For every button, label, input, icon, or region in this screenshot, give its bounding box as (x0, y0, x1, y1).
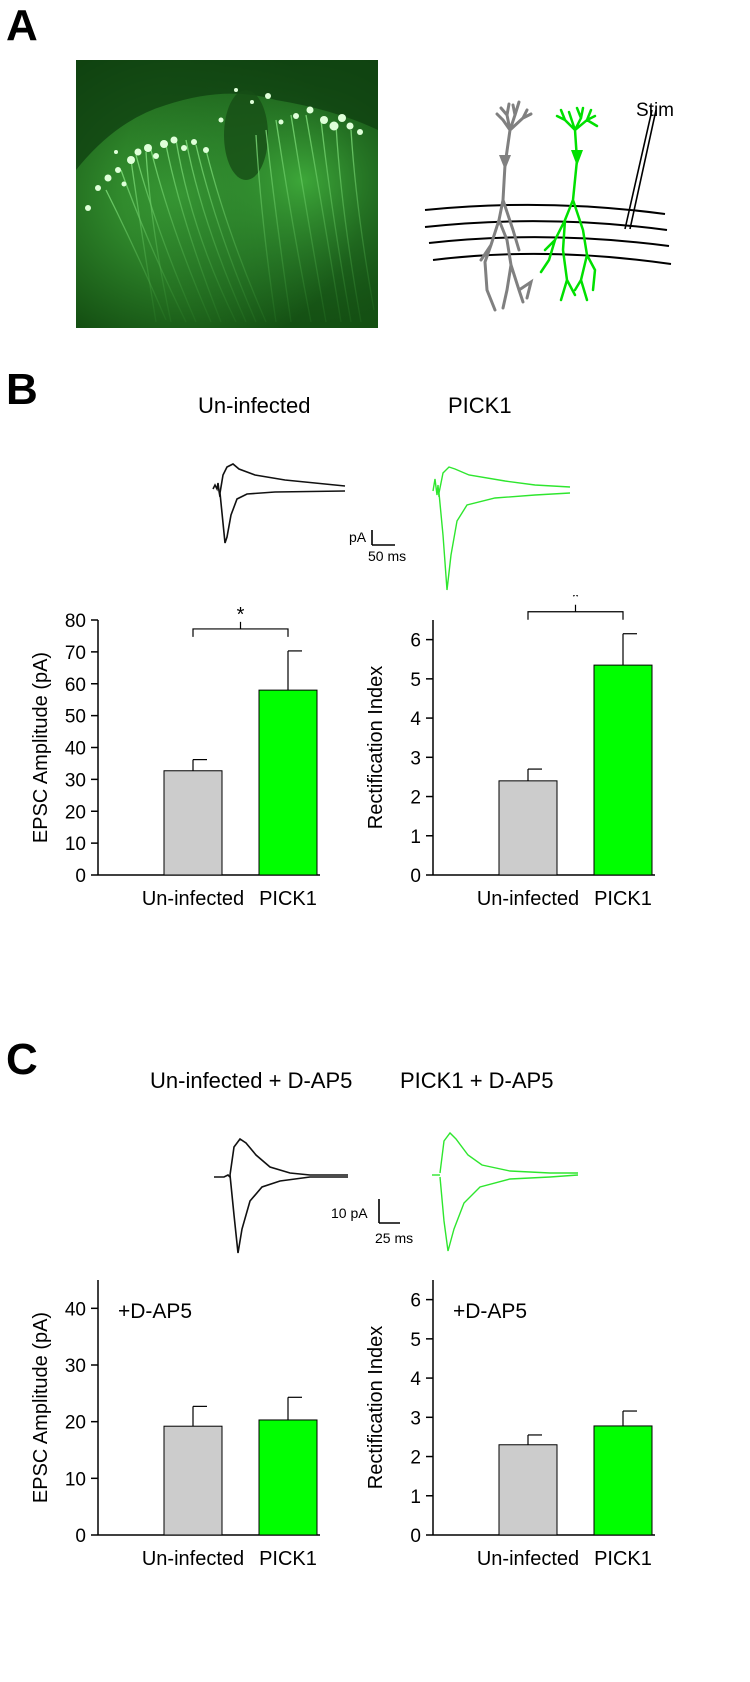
panel-a-letter: A (6, 1, 38, 50)
epsc-traces-c (214, 1131, 579, 1254)
fluorescence-micrograph (76, 60, 378, 328)
bar-chart-b-rectification: 0 1 2 3 4 5 6 Rectification Index Un-infected PIC… (365, 595, 655, 910)
y-tick-label: 0 (75, 1526, 86, 1547)
y-tick-label: 30 (65, 770, 86, 791)
x-category-label: PICK1 (259, 1548, 317, 1570)
panel-c-letter: C (6, 1035, 38, 1084)
y-tick-label: 1 (410, 1487, 421, 1508)
y-axis-label: Rectification Index (365, 1326, 387, 1489)
scale-bar-x-label-c: 25 ms (375, 1230, 414, 1246)
y-tick-label: 6 (410, 631, 421, 652)
x-category-label: Un-infected (477, 888, 579, 910)
bar-pick1 (258, 1419, 318, 1536)
y-axis-label: Rectification Index (365, 666, 387, 829)
y-tick-label: 5 (410, 1330, 421, 1351)
y-tick-label: 10 (65, 1469, 86, 1490)
x-category-label: PICK1 (594, 1548, 652, 1570)
uninfected-neuron-drawing (479, 100, 534, 312)
epsc-traces-b (212, 463, 571, 591)
condition-annotation: +D-AP5 (453, 1300, 527, 1323)
y-tick-label: 3 (410, 1408, 421, 1429)
y-tick-label: 20 (65, 802, 86, 823)
scale-bar-y-label-c: 10 pA (331, 1205, 368, 1221)
y-tick-label: 60 (65, 675, 86, 696)
x-category-label: Un-infected (142, 888, 244, 910)
y-tick-label: 40 (65, 739, 86, 760)
y-tick-label: 70 (65, 643, 86, 664)
bar-uninfected (163, 1425, 223, 1536)
x-category-label: Un-infected (477, 1548, 579, 1570)
y-tick-label: 20 (65, 1413, 86, 1434)
y-tick-label: 0 (410, 1526, 421, 1547)
bar-chart-c-rectification: 0 1 2 3 4 5 6 Rectification Index Un-infected PIC… (365, 1280, 655, 1570)
significance-star: * (237, 604, 245, 626)
y-tick-label: 3 (410, 748, 421, 769)
y-axis-label: EPSC Amplitude (pA) (30, 1312, 52, 1503)
significance-star: * (572, 595, 580, 609)
bar-uninfected (163, 770, 223, 876)
pick1-soma (571, 150, 583, 166)
y-tick-label: 0 (75, 866, 86, 887)
uninfected-soma (499, 155, 511, 170)
bar-pick1 (258, 689, 318, 876)
panel-b-letter: B (6, 365, 38, 414)
x-category-label: PICK1 (259, 888, 317, 910)
y-tick-label: 4 (410, 709, 421, 730)
y-tick-label: 80 (65, 611, 86, 632)
y-axis-label: EPSC Amplitude (pA) (30, 652, 52, 843)
recording-schematic: Stim (424, 100, 674, 312)
y-tick-label: 30 (65, 1356, 86, 1377)
condition-annotation: +D-AP5 (118, 1300, 192, 1323)
y-tick-label: 6 (410, 1291, 421, 1312)
bar-chart-c-epsc: 0 10 20 30 40 EPSC Amplitude (pA) Un-infected P… (30, 1280, 320, 1570)
stim-label: Stim (636, 100, 674, 121)
condition-label-uninfected: Un-infected (198, 393, 311, 418)
y-tick-label: 5 (410, 670, 421, 691)
bar-chart-b-epsc: 0 10 20 30 40 50 60 70 80 EPSC Amplitude (pA) Un-i… (30, 604, 320, 910)
condition-label-pick1-dap5: PICK1 + D-AP5 (400, 1068, 554, 1093)
y-tick-label: 0 (410, 866, 421, 887)
x-category-label: Un-infected (142, 1548, 244, 1570)
significance-bracket (192, 621, 289, 637)
x-category-label: PICK1 (594, 888, 652, 910)
bar-pick1 (593, 664, 653, 876)
y-tick-label: 50 (65, 707, 86, 728)
y-tick-label: 40 (65, 1299, 86, 1320)
y-tick-label: 4 (410, 1369, 421, 1390)
condition-label-uninfected-dap5: Un-infected + D-AP5 (150, 1068, 353, 1093)
y-tick-label: 10 (65, 834, 86, 855)
pick1-neuron-drawing (539, 106, 599, 302)
y-tick-label: 2 (410, 788, 421, 809)
y-tick-label: 2 (410, 1448, 421, 1469)
scale-bar-y-label-b: pA (349, 529, 367, 545)
y-tick-label: 1 (410, 827, 421, 848)
bar-uninfected (498, 780, 558, 876)
bar-uninfected (498, 1444, 558, 1536)
significance-bracket (527, 604, 624, 620)
scale-bar-x-label-b: 50 ms (368, 548, 407, 564)
condition-label-pick1: PICK1 (448, 393, 512, 418)
bar-pick1 (593, 1425, 653, 1536)
